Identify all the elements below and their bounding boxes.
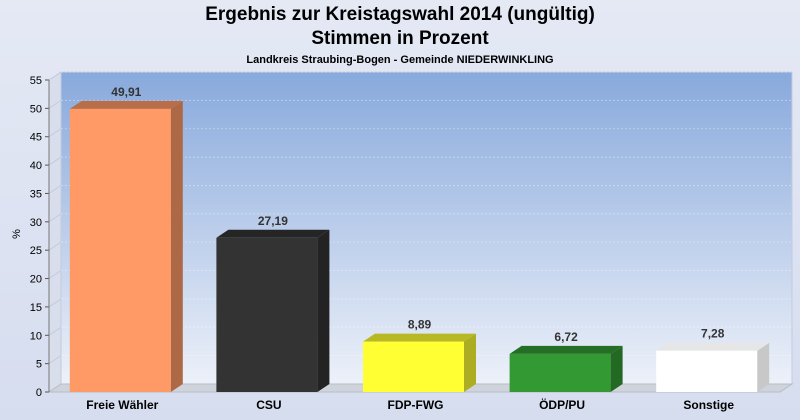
bar-front	[363, 341, 464, 392]
gridline-side	[48, 241, 62, 251]
plot-back-wall	[60, 71, 793, 385]
gridline-side	[48, 213, 62, 223]
data-label: 8,89	[408, 318, 432, 332]
category-label: Sonstige	[683, 398, 734, 412]
data-label: 27,19	[258, 214, 288, 228]
y-tick-label: 50	[30, 103, 42, 115]
bar-2	[216, 229, 330, 392]
chart-caption: Landkreis Straubing-Bogen - Gemeinde NIE…	[246, 54, 554, 66]
bar-5	[656, 342, 770, 392]
y-tick-label: 0	[36, 387, 42, 399]
gridline-side	[48, 326, 62, 336]
y-tick-label: 15	[30, 302, 42, 314]
data-label: 49,91	[111, 85, 141, 99]
bar-side	[757, 342, 770, 392]
chart-subtitle: Stimmen in Prozent	[311, 28, 489, 49]
y-tick-label: 55	[30, 75, 42, 87]
y-axis-label: %	[11, 229, 23, 239]
bar-front	[509, 353, 611, 392]
bar-top	[216, 229, 330, 238]
gridline-side	[48, 99, 62, 109]
gridline-side	[48, 355, 62, 365]
gridline-side	[48, 71, 62, 81]
y-axis: 0 5 10 15 20 25 30 35 40 45 50 55	[30, 75, 50, 399]
y-tick-label: 10	[30, 330, 42, 342]
bar-top	[363, 333, 476, 342]
category-label: ÖDP/PU	[539, 397, 585, 412]
y-tick-label: 40	[30, 160, 42, 172]
bar-front	[656, 350, 758, 392]
gridline-side	[48, 185, 62, 194]
bar-side	[317, 229, 330, 392]
y-tick-label: 20	[30, 274, 42, 286]
y-tick-label: 25	[30, 245, 42, 257]
plot-side-wall	[48, 71, 62, 393]
labels: 49,91 Freie Wähler 27,19 CSU 8,89 FDP-FWG 6,72…	[86, 85, 734, 412]
gridline-side	[48, 156, 62, 166]
chart-title: Ergebnis zur Kreistagswahl 2014 (ungülti…	[205, 4, 595, 25]
gridline-side	[48, 128, 62, 138]
bar-front	[69, 108, 171, 393]
y-tick-label: 30	[30, 217, 42, 229]
bar-top	[69, 100, 183, 109]
bar-side	[170, 100, 183, 393]
bar-front	[216, 237, 318, 392]
data-label: 7,28	[701, 327, 725, 341]
gridline-side	[48, 270, 62, 279]
bar-side	[610, 345, 623, 392]
bar-top	[656, 342, 770, 351]
bar-top	[509, 345, 623, 354]
category-label: Freie Wähler	[86, 398, 158, 412]
bar-3	[363, 333, 476, 392]
bar-4	[509, 345, 623, 392]
category-label: CSU	[256, 398, 281, 412]
y-tick-label: 45	[30, 132, 42, 144]
category-label: FDP-FWG	[388, 398, 444, 412]
bar-1	[69, 100, 183, 393]
bars	[69, 100, 770, 393]
data-label: 6,72	[554, 330, 578, 344]
gridline-side	[48, 298, 62, 308]
y-tick-label: 5	[36, 359, 42, 371]
y-tick-label: 35	[30, 188, 42, 200]
bar-side	[464, 333, 476, 392]
